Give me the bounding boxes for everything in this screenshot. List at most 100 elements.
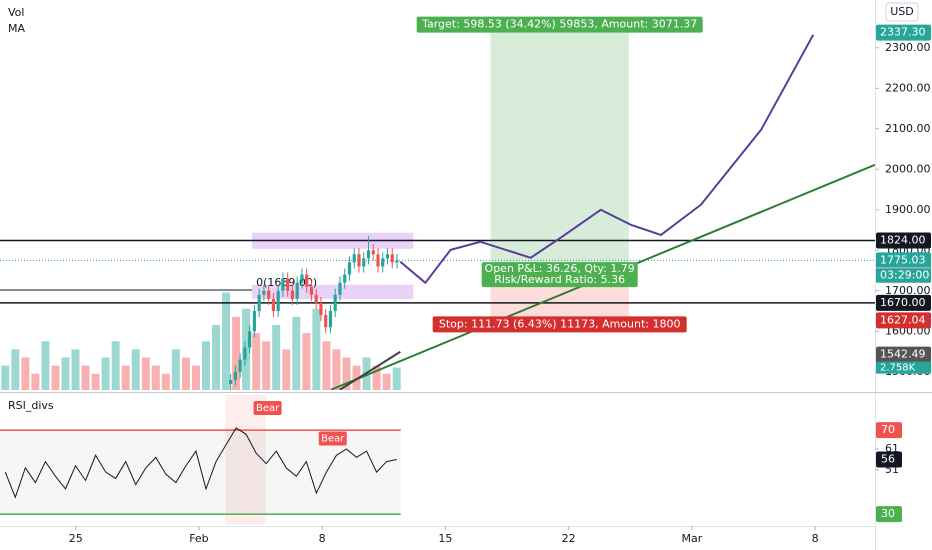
candle-body	[385, 254, 390, 259]
volume-bar	[151, 365, 160, 390]
volume-bar	[232, 316, 241, 390]
volume-bar	[352, 365, 361, 390]
volume-bar	[252, 333, 261, 390]
volume-bar	[302, 333, 311, 390]
candle-body	[233, 371, 237, 380]
candle-body	[324, 315, 328, 328]
price-badge	[876, 346, 931, 363]
volume-bar	[51, 365, 60, 390]
volume-bar	[1, 365, 10, 390]
candle-body	[276, 290, 280, 312]
rsi-highlight	[225, 395, 266, 525]
volume-bar	[191, 365, 200, 390]
rsi-badge-label: 30	[881, 507, 895, 520]
volume-bar	[41, 341, 50, 390]
candle-body	[376, 254, 380, 267]
price-badge-label: 1627.04	[880, 313, 926, 326]
volume-bar	[392, 367, 401, 390]
volume-bar	[101, 357, 110, 390]
candle-body	[271, 298, 276, 312]
bear-label: Bear	[256, 403, 280, 414]
volume-bar	[11, 349, 20, 390]
candle-body	[371, 250, 375, 255]
volume-bar	[91, 373, 100, 390]
candle-body	[295, 282, 299, 299]
volume-bar	[111, 341, 120, 390]
drawn-line	[399, 34, 815, 284]
x-tick-label: 8	[319, 532, 326, 545]
volume-bar	[222, 292, 231, 390]
volume-bar	[382, 373, 391, 390]
x-tick-label: 15	[438, 532, 452, 545]
rsi-last-label: 56	[881, 452, 895, 465]
volume-bar	[31, 373, 40, 390]
volume-bar	[272, 325, 281, 390]
price-badge-label: 2337.30	[880, 26, 926, 39]
volume-bar	[161, 373, 170, 390]
currency[interactable]: USD	[890, 5, 914, 18]
candle-body	[229, 379, 233, 384]
y-tick-label: 2200.00	[885, 81, 931, 94]
volume-bar	[262, 341, 271, 390]
price-badge	[876, 252, 931, 269]
price-badge-label: 1775.03	[880, 253, 926, 266]
candle-body	[395, 260, 399, 263]
currency-box[interactable]	[885, 2, 919, 22]
volume-bar	[171, 349, 180, 390]
candle-body	[290, 290, 295, 299]
candle-body	[300, 274, 304, 283]
volume-bar	[181, 357, 190, 390]
candle-body	[352, 254, 356, 263]
candle-body	[338, 282, 342, 295]
y-tick-label: 2100.00	[885, 122, 931, 135]
volume-bar	[212, 325, 221, 390]
candle-body	[319, 302, 323, 316]
candle-body	[390, 254, 394, 263]
volume-bar	[21, 357, 30, 390]
candle-body	[286, 278, 290, 291]
rsi-line	[4, 427, 397, 499]
candle-body	[281, 278, 285, 291]
volume-bar	[71, 349, 80, 390]
candle-body	[238, 359, 242, 372]
watermark: Vol	[8, 6, 24, 19]
y-tick-label: 1700.00	[885, 284, 931, 297]
candle-body	[262, 290, 266, 295]
x-tick-label: 25	[69, 532, 83, 545]
rsi-last-badge	[876, 451, 902, 468]
drawn-line	[339, 350, 401, 390]
bear-box	[318, 431, 347, 446]
candle-body	[305, 274, 309, 287]
rsi-badge	[876, 422, 902, 439]
pnl-box	[481, 262, 638, 288]
candle-body	[347, 262, 352, 275]
rr-label: Risk/Reward Ratio: 5.36	[494, 273, 625, 286]
main-pane: 0(1659.00)	[0, 32, 875, 390]
stop-label: Stop: 111.73 (6.43%) 11173, Amount: 1800	[439, 317, 681, 330]
watermark: MA	[8, 22, 25, 35]
y-tick-label: 2000.00	[885, 162, 931, 175]
bear-label: Bear	[321, 433, 345, 444]
y-tick-label: 1900.00	[885, 203, 931, 216]
target-label-box	[416, 16, 703, 33]
price-badge	[876, 312, 931, 329]
pnl-label: Open P&L: 36.26, Qty: 1.79	[485, 262, 635, 275]
price-badge-label: 1670.00	[880, 296, 926, 309]
volume-bar	[342, 357, 351, 390]
price-badge	[876, 232, 931, 249]
price-badge-label: 1542.49	[880, 348, 926, 361]
volume-bar	[141, 357, 150, 390]
candle-body	[257, 294, 261, 312]
volume-bar	[322, 341, 331, 390]
volume-bar	[332, 349, 341, 390]
candle-body	[381, 258, 385, 267]
countdown: 03:29:00	[880, 268, 929, 281]
volume-bar	[282, 349, 291, 390]
x-tick-label: Feb	[189, 532, 208, 545]
volume-badge-label: 2.758K	[880, 363, 916, 374]
x-tick-label: 22	[562, 532, 576, 545]
candle-body	[252, 311, 257, 332]
candle-body	[357, 254, 361, 267]
candle-body	[333, 294, 337, 312]
rsi-badge-label: 70	[881, 423, 895, 436]
